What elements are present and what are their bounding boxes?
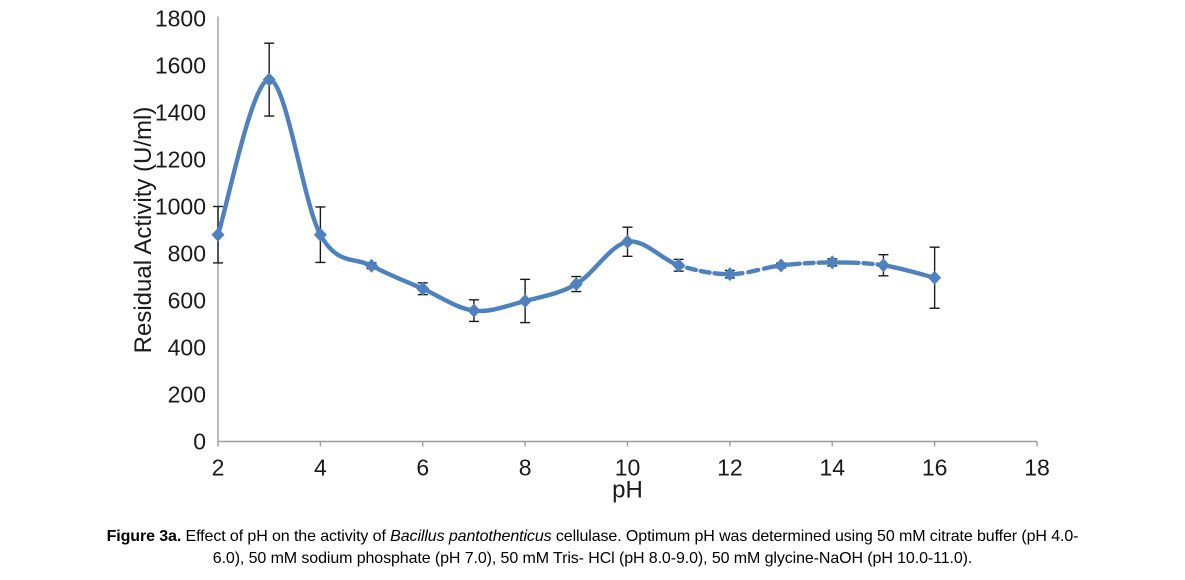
- caption-line-2: 6.0), 50 mM sodium phosphate (pH 7.0), 5…: [212, 550, 973, 567]
- data-point-marker: [416, 281, 430, 296]
- x-tick-label: 6: [416, 455, 429, 481]
- ph-activity-chart: 2 4 6 8 10 12 14 16 18 0 200 400 600 800 1000 1200 1400 1…: [130, 6, 1050, 504]
- y-tick-label: 200: [168, 382, 206, 408]
- data-point-marker: [365, 258, 379, 273]
- caption-line-1: Figure 3a. Effect of pH on the activity …: [0, 526, 1185, 548]
- data-point-marker: [774, 258, 788, 273]
- x-tick-label: 4: [314, 455, 327, 481]
- y-tick-label: 1200: [155, 147, 206, 173]
- data-point-marker: [928, 270, 942, 285]
- x-axis-title: pH: [612, 477, 643, 504]
- data-point-marker: [211, 227, 225, 242]
- caption-segment: Effect of pH on the activity of: [181, 528, 391, 545]
- y-tick-label: 400: [168, 335, 206, 361]
- activity-curve: [215, 77, 937, 314]
- y-tick-label: 600: [168, 288, 206, 314]
- x-tick-label: 18: [1024, 455, 1050, 481]
- x-tick-label: 12: [717, 455, 743, 481]
- y-tick-label: 800: [168, 241, 206, 267]
- caption-segment: Figure 3a.: [106, 528, 182, 545]
- chart-area: 2 4 6 8 10 12 14 16 18 0 200 400 600 800 1000 1200 1400 1…: [130, 6, 1050, 504]
- x-tick-label: 10: [615, 455, 641, 481]
- figure-caption: Figure 3a. Effect of pH on the activity …: [0, 524, 1185, 570]
- data-point-marker: [518, 293, 532, 308]
- x-tick-label: 8: [519, 455, 532, 481]
- x-tick-label: 14: [819, 455, 845, 481]
- y-tick-label: 1600: [155, 53, 206, 79]
- data-point-marker: [262, 72, 276, 87]
- caption-segment: Bacillus pantothenticus: [390, 528, 552, 545]
- data-point-marker: [672, 258, 686, 273]
- x-tick-label: 2: [212, 455, 225, 481]
- data-point-marker: [876, 258, 890, 273]
- data-point-marker: [569, 277, 583, 292]
- data-point-marker: [313, 227, 327, 242]
- y-tick-label: 1000: [155, 194, 206, 220]
- y-tick-label: 1400: [155, 100, 206, 126]
- x-tick-label: 16: [922, 455, 948, 481]
- data-point-marker: [467, 303, 481, 318]
- data-point-marker: [723, 267, 737, 282]
- caption-segment: cellulase. Optimum pH was determined usi…: [551, 528, 1079, 545]
- y-tick-label: 1800: [155, 6, 206, 32]
- data-point-marker: [621, 234, 634, 249]
- data-point-marker: [825, 255, 839, 270]
- y-tick-label: 0: [193, 429, 206, 455]
- y-axis-title: Residual Activity (U/ml): [130, 107, 157, 354]
